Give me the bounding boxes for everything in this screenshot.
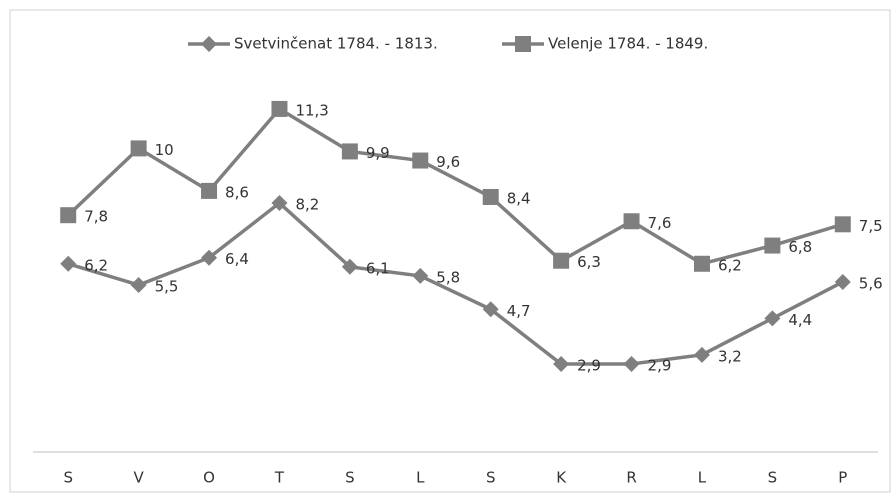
marker bbox=[412, 267, 429, 284]
data-label: 7,8 bbox=[84, 208, 108, 226]
data-label: 4,7 bbox=[507, 302, 531, 320]
data-label: 2,9 bbox=[648, 356, 672, 374]
x-tick-label: K bbox=[556, 469, 567, 487]
data-label: 6,3 bbox=[577, 253, 601, 271]
data-label: 2,9 bbox=[577, 356, 601, 374]
series-line bbox=[67, 106, 844, 266]
marker bbox=[271, 100, 288, 117]
legend-label: Velenje 1784. - 1849. bbox=[548, 35, 708, 53]
data-label: 6,4 bbox=[225, 250, 249, 268]
marker bbox=[60, 255, 77, 272]
data-label: 9,6 bbox=[436, 153, 460, 171]
x-tick-label: S bbox=[486, 469, 496, 487]
marker bbox=[60, 207, 77, 224]
data-label: 8,6 bbox=[225, 183, 249, 201]
marker bbox=[553, 252, 570, 269]
marker bbox=[130, 277, 147, 294]
data-label: 9,9 bbox=[366, 144, 390, 162]
x-tick-label: S bbox=[63, 469, 73, 487]
data-label: 10 bbox=[155, 141, 174, 159]
marker bbox=[623, 355, 640, 372]
marker bbox=[201, 249, 218, 266]
marker bbox=[130, 140, 147, 157]
marker bbox=[623, 213, 640, 230]
x-tick-label: V bbox=[133, 469, 144, 487]
data-label: 7,5 bbox=[859, 217, 883, 235]
x-tick-label: O bbox=[203, 469, 215, 487]
data-label: 5,6 bbox=[859, 274, 883, 292]
marker bbox=[341, 143, 358, 160]
data-label: 8,2 bbox=[295, 196, 319, 214]
marker bbox=[271, 195, 288, 212]
data-label: 4,4 bbox=[788, 311, 812, 329]
marker bbox=[834, 273, 851, 290]
x-tick-label: P bbox=[838, 469, 847, 487]
data-label: 6,2 bbox=[718, 256, 742, 274]
marker bbox=[482, 301, 499, 318]
data-label: 3,2 bbox=[718, 347, 742, 365]
marker bbox=[412, 152, 429, 169]
data-label: 6,2 bbox=[84, 256, 108, 274]
marker bbox=[693, 346, 710, 363]
series-line bbox=[67, 200, 844, 366]
marker bbox=[201, 182, 218, 199]
marker bbox=[341, 258, 358, 275]
data-label: 6,1 bbox=[366, 259, 390, 277]
data-label: 6,8 bbox=[788, 238, 812, 256]
data-label: 7,6 bbox=[648, 214, 672, 232]
data-label: 11,3 bbox=[295, 101, 328, 119]
x-tick-label: T bbox=[274, 469, 285, 487]
legend-marker bbox=[201, 36, 217, 52]
x-tick-label: S bbox=[345, 469, 355, 487]
marker bbox=[764, 310, 781, 327]
chart-frame bbox=[9, 9, 891, 493]
data-label: 5,5 bbox=[155, 278, 179, 296]
marker bbox=[553, 355, 570, 372]
marker bbox=[482, 188, 499, 205]
legend-label: Svetvinčenat 1784. - 1813. bbox=[234, 35, 438, 53]
marker bbox=[834, 216, 851, 233]
x-tick-label: L bbox=[416, 469, 425, 487]
data-label: 5,8 bbox=[436, 268, 460, 286]
marker bbox=[764, 237, 781, 254]
x-tick-label: L bbox=[698, 469, 707, 487]
x-tick-label: R bbox=[626, 469, 636, 487]
data-label: 8,4 bbox=[507, 189, 531, 207]
x-tick-label: S bbox=[768, 469, 778, 487]
legend-marker bbox=[515, 36, 531, 52]
marker bbox=[693, 255, 710, 272]
